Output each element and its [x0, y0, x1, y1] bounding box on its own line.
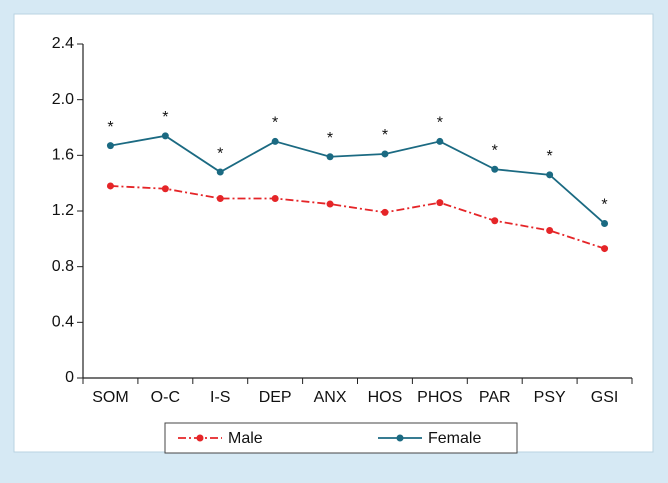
- x-tick-label: ANX: [314, 389, 347, 406]
- legend-marker: [396, 434, 404, 442]
- point: [216, 194, 224, 202]
- point: [326, 200, 334, 208]
- series-line: [110, 134, 606, 225]
- y-tick-label: 2.0: [52, 91, 74, 108]
- y-tick-label: 2.4: [52, 35, 74, 52]
- annotation: *: [272, 115, 278, 132]
- annotation: *: [382, 127, 388, 144]
- point: [546, 171, 554, 179]
- point: [271, 194, 279, 202]
- x-tick-label: DEP: [259, 389, 292, 406]
- y-tick-label: 1.2: [52, 202, 74, 219]
- annotation: *: [217, 145, 223, 162]
- x-tick-label: GSI: [591, 389, 619, 406]
- x-tick-label: SOM: [92, 389, 128, 406]
- series-line: [110, 185, 605, 250]
- point: [436, 199, 444, 207]
- point: [216, 168, 224, 176]
- legend-label: Female: [428, 430, 481, 447]
- x-tick-label: PHOS: [417, 389, 462, 406]
- point: [601, 245, 609, 253]
- point: [106, 182, 114, 190]
- x-tick-label: I-S: [210, 389, 230, 406]
- x-tick-label: PSY: [534, 389, 566, 406]
- x-tick-label: O-C: [151, 389, 180, 406]
- y-tick-label: 0.8: [52, 258, 74, 275]
- point: [271, 137, 279, 145]
- point: [601, 220, 609, 228]
- point: [106, 142, 114, 150]
- point: [381, 208, 389, 216]
- point: [381, 150, 389, 158]
- y-tick-label: 1.6: [52, 147, 74, 164]
- legend-box: [164, 422, 518, 454]
- legend-label: Male: [228, 430, 263, 447]
- annotation: *: [437, 115, 443, 132]
- x-tick-label: HOS: [368, 389, 403, 406]
- x-tick-label: PAR: [479, 389, 511, 406]
- annotation: *: [107, 119, 113, 136]
- annotation: *: [162, 109, 168, 126]
- annotation: *: [547, 148, 553, 165]
- point: [326, 153, 334, 161]
- annotation: *: [601, 197, 607, 214]
- y-tick-label: 0: [65, 369, 74, 386]
- legend-marker: [196, 434, 204, 442]
- point: [546, 226, 554, 234]
- point: [436, 137, 444, 145]
- point: [161, 185, 169, 193]
- point: [491, 217, 499, 225]
- annotation: *: [492, 142, 498, 159]
- point: [491, 165, 499, 173]
- y-tick-label: 0.4: [52, 314, 74, 331]
- point: [161, 132, 169, 140]
- annotation: *: [327, 130, 333, 147]
- panel: [13, 13, 654, 453]
